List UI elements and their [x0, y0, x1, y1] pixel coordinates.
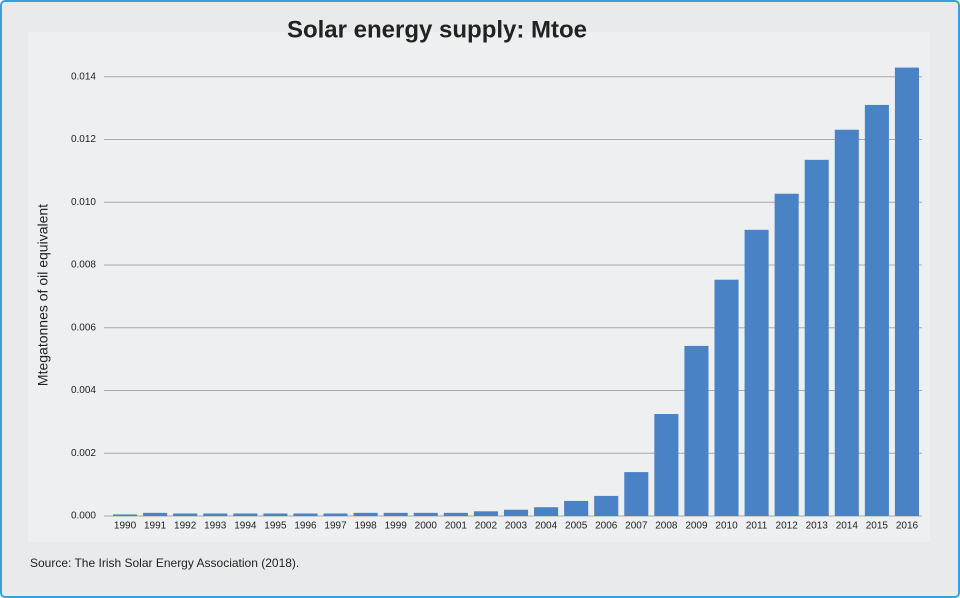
- x-tick-label: 2015: [866, 521, 889, 532]
- x-tick-label: 1999: [385, 521, 408, 532]
- x-tick-label: 2004: [535, 521, 558, 532]
- x-tick-label: 1995: [264, 521, 287, 532]
- bar: [894, 67, 919, 516]
- x-tick-label: 2014: [836, 521, 859, 532]
- x-tick-label: 1991: [144, 521, 167, 532]
- bar: [744, 229, 769, 517]
- bar: [594, 495, 619, 516]
- bar: [443, 512, 468, 516]
- source-note: Source: The Irish Solar Energy Associati…: [30, 556, 299, 570]
- y-axis-label: Mtegatonnes of oil equivalent: [35, 204, 51, 386]
- y-tick-label: 0.014: [71, 71, 96, 82]
- bar: [293, 513, 318, 516]
- bar: [353, 512, 378, 516]
- x-tick-label: 2007: [625, 521, 648, 532]
- bar: [714, 279, 739, 516]
- y-tick-label: 0.004: [71, 385, 96, 396]
- bar: [804, 159, 829, 516]
- x-tick-label: 2013: [806, 521, 829, 532]
- bar: [564, 500, 589, 516]
- x-tick-label: 2009: [685, 521, 708, 532]
- bar: [534, 507, 559, 516]
- x-tick-label: 2002: [475, 521, 498, 532]
- y-tick-label: 0.008: [71, 260, 96, 271]
- bar: [263, 513, 288, 516]
- x-tick-label: 1996: [294, 521, 317, 532]
- chart-title: Solar energy supply: Mtoe: [287, 16, 587, 43]
- bar: [684, 345, 709, 516]
- bar: [323, 513, 348, 516]
- x-tick-label: 2016: [896, 521, 919, 532]
- x-tick-label: 2012: [776, 521, 799, 532]
- bar: [233, 513, 258, 516]
- bar: [143, 512, 168, 516]
- x-tick-label: 1997: [324, 521, 347, 532]
- x-tick-label: 1998: [355, 521, 378, 532]
- y-tick-label: 0.012: [71, 134, 96, 145]
- x-tick-label: 1993: [204, 521, 227, 532]
- x-tick-label: 2006: [595, 521, 618, 532]
- bar: [203, 513, 228, 516]
- y-tick-label: 0.000: [71, 511, 96, 522]
- x-tick-label: 2010: [715, 521, 738, 532]
- bar: [473, 511, 498, 516]
- bar: [654, 414, 679, 516]
- bar: [383, 512, 408, 516]
- bar: [864, 104, 889, 517]
- x-tick-label: 1990: [114, 521, 137, 532]
- y-tick-label: 0.006: [71, 322, 96, 333]
- x-tick-label: 2005: [565, 521, 588, 532]
- x-tick-label: 1994: [234, 521, 257, 532]
- x-tick-label: 2003: [505, 521, 528, 532]
- x-tick-label: 2001: [445, 521, 468, 532]
- bar: [503, 509, 529, 516]
- bar: [413, 512, 438, 516]
- bar: [113, 514, 138, 516]
- x-tick-label: 2008: [655, 521, 678, 532]
- x-tick-label: 2000: [415, 521, 438, 532]
- bar: [834, 129, 859, 516]
- x-tick-label: 2011: [746, 521, 768, 532]
- bar: [624, 472, 649, 516]
- y-tick-label: 0.002: [71, 448, 96, 459]
- bar: [774, 193, 799, 516]
- bar: [173, 513, 198, 516]
- y-tick-label: 0.010: [71, 197, 96, 208]
- x-tick-label: 1992: [174, 521, 197, 532]
